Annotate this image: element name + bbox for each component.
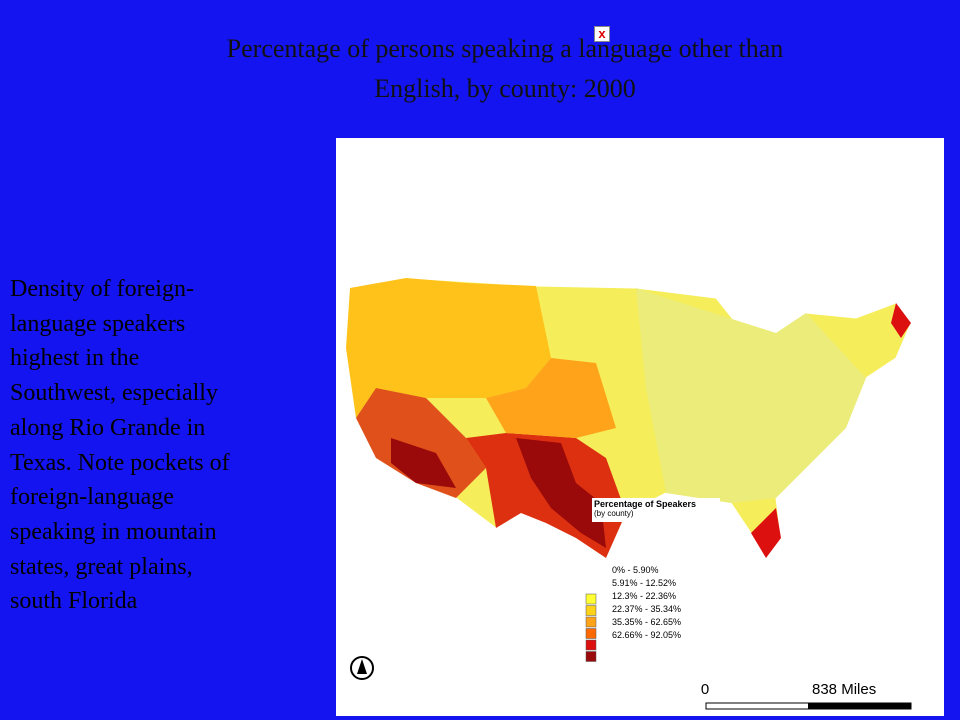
legend-swatch	[585, 639, 597, 651]
scale-bar-fill	[808, 703, 911, 709]
region-mountain	[486, 358, 616, 438]
region-socal	[391, 438, 456, 488]
legend-label: 12.3% - 22.36%	[612, 591, 676, 601]
region-florida	[751, 508, 781, 558]
region-east	[636, 288, 866, 503]
legend-box	[592, 498, 720, 522]
title-line: Percentage of persons speaking a languag…	[226, 34, 784, 63]
north-arrow-head	[357, 659, 367, 674]
legend-label: 5.91% - 12.52%	[612, 578, 676, 588]
legend-label: 0% - 5.90%	[612, 565, 659, 575]
legend-swatch	[585, 605, 597, 616]
body-line: Texas. Note pockets of	[10, 449, 230, 476]
region-rio-grande	[516, 438, 606, 548]
title-line: English, by county: 2000	[374, 74, 636, 103]
body-line: speaking in mountain	[10, 518, 217, 545]
legend-label: 62.66% - 92.05%	[612, 630, 681, 640]
body-line: states, great plains,	[10, 553, 193, 580]
legend-swatch	[585, 593, 597, 605]
legend-swatch	[585, 651, 597, 662]
legend-label: 35.35% - 62.65%	[612, 617, 681, 627]
body-line: foreign-language	[10, 484, 174, 511]
body-line: highest in the	[10, 345, 140, 372]
legend-label: 22.37% - 35.34%	[612, 604, 681, 614]
scale-end: 838 Miles	[812, 681, 876, 698]
region-west	[346, 278, 551, 418]
close-icon[interactable]: x	[594, 26, 610, 42]
legend-subtitle: (by county)	[594, 509, 634, 518]
region-maine	[891, 303, 911, 338]
body-line: along Rio Grande in	[10, 414, 206, 441]
map: Percentage of Speakers (by county) 0% - …	[336, 138, 944, 716]
body-line: Southwest, especially	[10, 380, 218, 407]
legend-swatch	[585, 616, 597, 628]
legend-title: Percentage of Speakers	[594, 499, 696, 509]
legend: 0% - 5.90% 5.91% - 12.52% 12.3% - 22.36% 22…	[585, 565, 681, 662]
body-line: language speakers	[10, 310, 186, 337]
region-california	[356, 388, 486, 498]
legend-swatch	[585, 628, 597, 639]
body-line: Density of foreign-	[10, 276, 194, 302]
body-line: south Florida	[10, 588, 138, 615]
scale-start: 0	[701, 681, 709, 698]
